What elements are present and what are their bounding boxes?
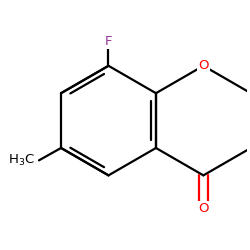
Text: F: F — [105, 34, 112, 48]
Text: H$_3$C: H$_3$C — [8, 153, 34, 168]
Text: O: O — [198, 59, 209, 72]
Text: O: O — [198, 202, 209, 215]
